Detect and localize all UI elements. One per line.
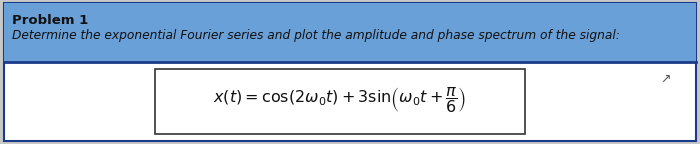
Text: $\nearrow$: $\nearrow$ — [659, 72, 671, 86]
Text: Determine the exponential Fourier series and plot the amplitude and phase spectr: Determine the exponential Fourier series… — [12, 30, 620, 42]
Bar — [155, 69, 525, 134]
Text: Problem 1: Problem 1 — [12, 14, 88, 27]
Bar — [4, 3, 696, 62]
Text: $x(t) = \cos(2\omega_0 t) + 3\sin\!\left(\omega_0 t + \dfrac{\pi}{6}\right)$: $x(t) = \cos(2\omega_0 t) + 3\sin\!\left… — [214, 85, 467, 115]
